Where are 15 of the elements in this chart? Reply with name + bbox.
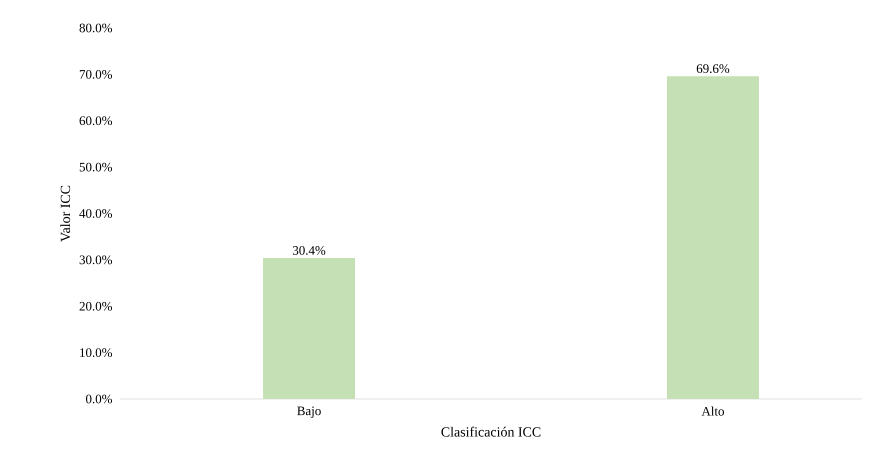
y-tick-label: 60.0% bbox=[80, 116, 112, 126]
x-axis-title: Clasificación ICC bbox=[441, 426, 540, 437]
y-tick-label: 40.0% bbox=[79, 209, 112, 218]
y-tick-label: 50.0% bbox=[80, 162, 112, 172]
y-axis-title: Valor ICC bbox=[60, 186, 70, 242]
data-label: 69.6% bbox=[696, 64, 730, 74]
data-label: 30.4% bbox=[292, 246, 326, 255]
y-tick-label: 0.0% bbox=[86, 394, 112, 404]
x-tick-label: Alto bbox=[702, 406, 724, 416]
y-tick-label: 70.0% bbox=[80, 70, 112, 79]
y-tick-label: 30.0% bbox=[80, 255, 112, 264]
y-tick-label: 10.0% bbox=[80, 348, 112, 358]
y-tick-label: 80.0% bbox=[80, 24, 112, 32]
y-tick-label: 20.0% bbox=[80, 302, 112, 311]
x-tick-label: Bajo bbox=[297, 406, 321, 418]
